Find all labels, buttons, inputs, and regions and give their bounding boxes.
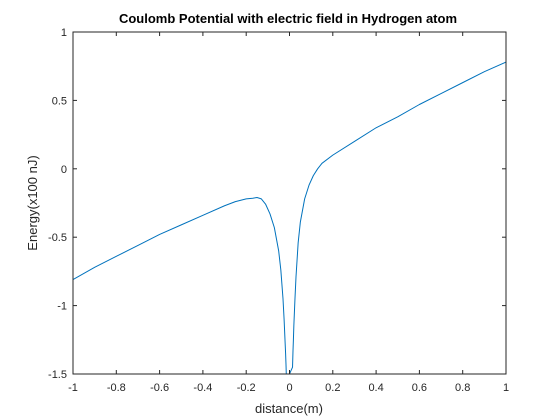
y-tick-label: -1 — [57, 301, 67, 313]
x-tick-label: -0.2 — [237, 382, 256, 394]
y-tick-label: -0.5 — [48, 232, 67, 244]
y-axis: -1.5 -1 -0.5 0 0.5 1 — [48, 27, 506, 381]
x-tick-label: -0.8 — [107, 382, 126, 394]
x-tick-label: 0.8 — [455, 382, 470, 394]
series-line-0 — [73, 61, 506, 374]
plot-area — [73, 32, 506, 374]
x-axis-label: distance(m) — [255, 401, 323, 416]
x-tick-label: -0.6 — [150, 382, 169, 394]
x-tick-label: -1 — [68, 382, 78, 394]
y-tick-label: 0.5 — [52, 95, 67, 107]
x-tick-label: 0.4 — [368, 382, 383, 394]
x-axis: -1 -0.8 -0.6 -0.4 -0.2 0 0.2 0.4 0.6 0.8 1 — [68, 32, 509, 394]
x-tick-label: 0.2 — [325, 382, 340, 394]
x-tick-label: 0.6 — [412, 382, 427, 394]
y-tick-label: -1.5 — [48, 369, 67, 381]
x-tick-label: 0 — [286, 382, 292, 394]
data-layer — [73, 61, 506, 374]
y-tick-label: 0 — [61, 164, 67, 176]
y-tick-label: 1 — [61, 27, 67, 39]
x-tick-label: -0.4 — [193, 382, 212, 394]
y-axis-label: Energy(x100 nJ) — [25, 155, 40, 250]
x-tick-label: 1 — [503, 382, 509, 394]
chart-title: Coulomb Potential with electric field in… — [119, 11, 457, 26]
